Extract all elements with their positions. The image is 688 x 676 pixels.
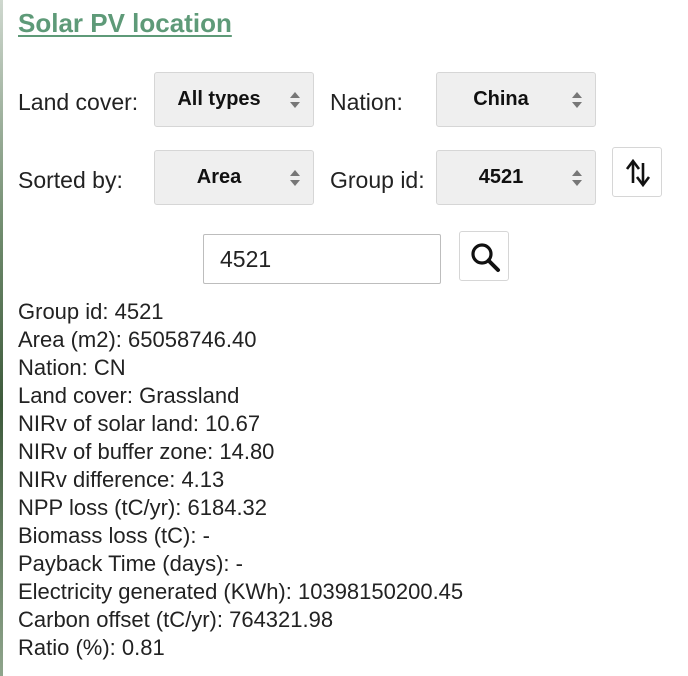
sorted-by-label: Sorted by: [18,167,123,193]
detail-area: Area (m2): 65058746.40 [18,327,257,352]
detail-land-cover: Land cover: Grassland [18,383,240,408]
detail-nation: Nation: CN [18,355,126,380]
detail-group-id: Group id: 4521 [18,299,164,324]
map-edge-strip [0,0,3,676]
detail-nirv-difference: NIRv difference: 4.13 [18,467,225,492]
group-id-label: Group id: [330,167,425,193]
land-cover-select[interactable]: All types [154,72,314,127]
chevron-up-down-icon [289,90,301,110]
land-cover-label: Land cover: [18,89,139,115]
panel-title-link[interactable]: Solar PV location [18,8,232,38]
solar-pv-panel: Solar PV location Land cover: All types … [18,0,678,676]
group-id-select[interactable]: 4521 [436,150,596,205]
detail-nirv-solar-land: NIRv of solar land: 10.67 [18,411,261,436]
search-button[interactable] [459,231,509,281]
detail-biomass-loss: Biomass loss (tC): - [18,523,210,548]
detail-nirv-buffer-zone: NIRv of buffer zone: 14.80 [18,439,275,464]
detail-npp-loss: NPP loss (tC/yr): 6184.32 [18,495,268,520]
nation-select[interactable]: China [436,72,596,127]
nation-value: China [473,88,529,110]
group-id-value: 4521 [478,166,524,188]
detail-ratio: Ratio (%): 0.81 [18,635,165,660]
sorted-by-value: Area [196,166,242,188]
detail-electricity-generated: Electricity generated (KWh): 10398150200… [18,579,464,604]
group-id-search-input[interactable] [203,234,441,284]
pv-details-list: Group id: 4521 Area (m2): 65058746.40 Na… [18,298,668,662]
land-cover-value: All types [177,88,261,110]
chevron-up-down-icon [289,168,301,188]
detail-payback-time: Payback Time (days): - [18,551,243,576]
chevron-up-down-icon [571,90,583,110]
nation-label: Nation: [330,89,403,115]
sort-order-button[interactable] [612,147,662,197]
chevron-up-down-icon [571,168,583,188]
sorted-by-select[interactable]: Area [154,150,314,205]
detail-carbon-offset: Carbon offset (tC/yr): 764321.98 [18,607,334,632]
